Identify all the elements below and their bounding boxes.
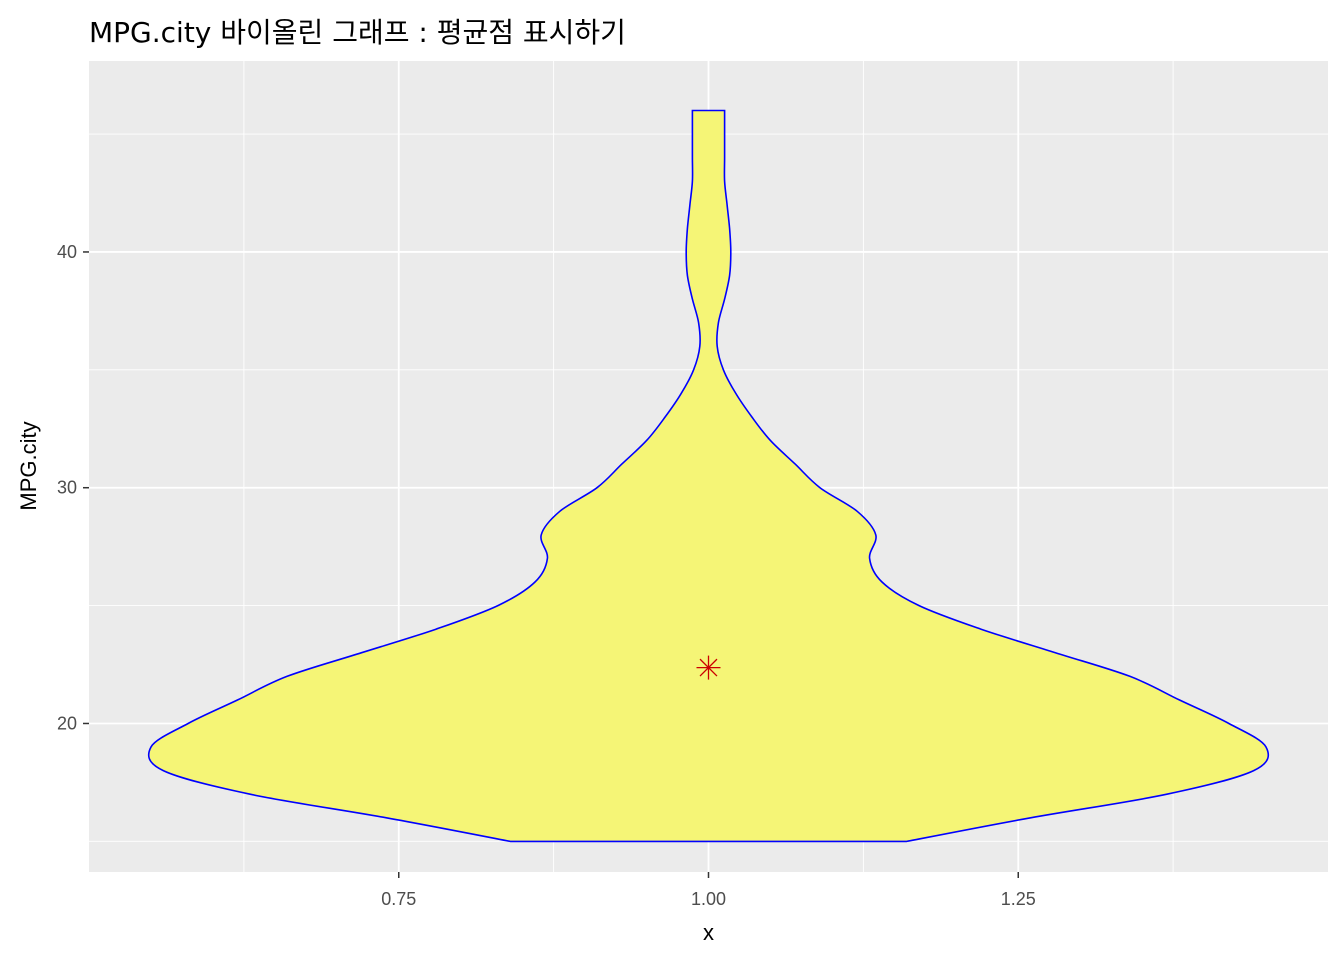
x-tick-label: 1.25 [1001,889,1036,909]
mean-point-stroke [699,658,718,677]
violin-shape [147,109,1270,843]
y-tick-label: 40 [57,242,77,262]
chart-title: MPG.city 바이올린 그래프 : 평균점 표시하기 [89,16,626,49]
y-tick-label: 30 [57,478,77,498]
x-tick-label: 0.75 [381,889,416,909]
x-tick-label: 1.00 [691,889,726,909]
y-tick-label: 20 [57,713,77,733]
axes: 0.75 1.00 1.25 20 30 40 [57,242,1036,909]
x-axis-title: x [703,920,714,945]
violin-layer [147,109,1270,843]
mean-point-asterisk [696,655,721,680]
mean-layer [696,655,721,680]
y-axis-title: MPG.city [16,421,41,510]
